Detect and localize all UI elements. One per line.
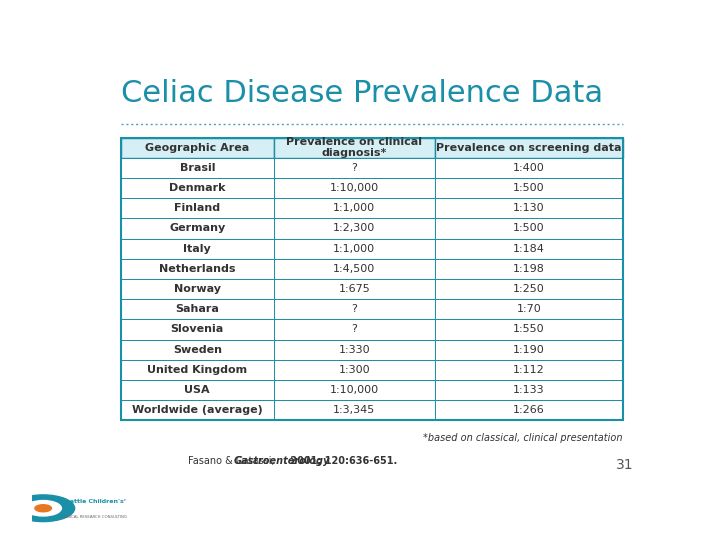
Bar [274, 360, 435, 380]
Bar [121, 178, 274, 198]
Bar [435, 259, 623, 279]
Text: 1:2,300: 1:2,300 [333, 224, 375, 233]
Text: Geographic Area: Geographic Area [145, 143, 249, 153]
Text: 1:1,000: 1:1,000 [333, 203, 375, 213]
Text: 1:10,000: 1:10,000 [330, 385, 379, 395]
Text: ?: ? [351, 163, 357, 173]
Text: 1:4,500: 1:4,500 [333, 264, 375, 274]
Text: Sweden: Sweden [173, 345, 222, 355]
Bar [121, 279, 274, 299]
Bar [435, 340, 623, 360]
Text: 1:112: 1:112 [513, 365, 544, 375]
Bar [274, 340, 435, 360]
Bar [274, 400, 435, 420]
Text: USA: USA [184, 385, 210, 395]
Bar [274, 279, 435, 299]
Bar [121, 380, 274, 400]
Text: Finland: Finland [174, 203, 220, 213]
Bar [435, 360, 623, 380]
Text: 1:133: 1:133 [513, 385, 544, 395]
Bar [435, 319, 623, 340]
Bar [121, 319, 274, 340]
Text: Brasil: Brasil [179, 163, 215, 173]
Bar [121, 239, 274, 259]
Circle shape [12, 495, 75, 522]
Text: 1:130: 1:130 [513, 203, 544, 213]
Bar [435, 138, 623, 158]
Text: Italy: Italy [184, 244, 211, 254]
Bar [274, 158, 435, 178]
Bar [274, 218, 435, 239]
Text: Germany: Germany [169, 224, 225, 233]
Text: 2001; 120:636-651.: 2001; 120:636-651. [287, 456, 397, 467]
Bar [121, 158, 274, 178]
Text: Prevalence on screening data: Prevalence on screening data [436, 143, 621, 153]
Text: 1:300: 1:300 [338, 365, 370, 375]
Bar [435, 400, 623, 420]
Text: Seattle Children's’: Seattle Children's’ [61, 499, 127, 504]
Text: United Kingdom: United Kingdom [147, 365, 248, 375]
Text: 1:500: 1:500 [513, 224, 544, 233]
Text: Celiac Disease Prevalence Data: Celiac Disease Prevalence Data [121, 79, 603, 109]
Bar [121, 198, 274, 218]
Text: Fasano & Catassi,: Fasano & Catassi, [188, 456, 277, 467]
Bar [121, 299, 274, 319]
Text: 31: 31 [616, 458, 634, 472]
Text: 1:10,000: 1:10,000 [330, 183, 379, 193]
Bar [274, 319, 435, 340]
Bar [435, 178, 623, 198]
Bar [121, 360, 274, 380]
Text: *based on classical, clinical presentation: *based on classical, clinical presentati… [423, 433, 623, 443]
Bar [274, 259, 435, 279]
Text: Slovenia: Slovenia [171, 325, 224, 334]
Text: Norway: Norway [174, 284, 221, 294]
Bar [121, 259, 274, 279]
Text: 1:70: 1:70 [516, 304, 541, 314]
Text: CLINICAL RESEARCH CONSULTING: CLINICAL RESEARCH CONSULTING [61, 515, 127, 519]
Text: 1:3,345: 1:3,345 [333, 405, 375, 415]
Bar [274, 178, 435, 198]
Text: 1:266: 1:266 [513, 405, 544, 415]
Text: Sahara: Sahara [176, 304, 219, 314]
Bar [435, 158, 623, 178]
Text: 1:1,000: 1:1,000 [333, 244, 375, 254]
Bar [435, 299, 623, 319]
Text: Gastroenterology: Gastroenterology [233, 456, 330, 467]
Text: 1:198: 1:198 [513, 264, 544, 274]
Bar [274, 138, 435, 158]
Bar [121, 138, 623, 420]
Text: 1:250: 1:250 [513, 284, 544, 294]
Text: 1:330: 1:330 [338, 345, 370, 355]
Text: 1:184: 1:184 [513, 244, 544, 254]
Text: Netherlands: Netherlands [159, 264, 235, 274]
Text: Worldwide (average): Worldwide (average) [132, 405, 263, 415]
Bar [435, 218, 623, 239]
Bar [274, 380, 435, 400]
Text: 1:190: 1:190 [513, 345, 544, 355]
Bar [435, 279, 623, 299]
Bar [121, 138, 274, 158]
Bar [121, 218, 274, 239]
Text: 1:550: 1:550 [513, 325, 544, 334]
Bar [121, 400, 274, 420]
Circle shape [25, 501, 61, 516]
Circle shape [35, 505, 51, 512]
Text: 1:675: 1:675 [338, 284, 370, 294]
Bar [274, 239, 435, 259]
Text: 1:500: 1:500 [513, 183, 544, 193]
Text: Prevalence on clinical
diagnosis*: Prevalence on clinical diagnosis* [287, 137, 422, 158]
Bar [274, 299, 435, 319]
Text: ?: ? [351, 304, 357, 314]
Bar [435, 198, 623, 218]
Text: 1:400: 1:400 [513, 163, 544, 173]
Bar [435, 239, 623, 259]
Text: Denmark: Denmark [169, 183, 225, 193]
Bar [274, 198, 435, 218]
Text: ?: ? [351, 325, 357, 334]
Bar [435, 380, 623, 400]
Bar [121, 340, 274, 360]
